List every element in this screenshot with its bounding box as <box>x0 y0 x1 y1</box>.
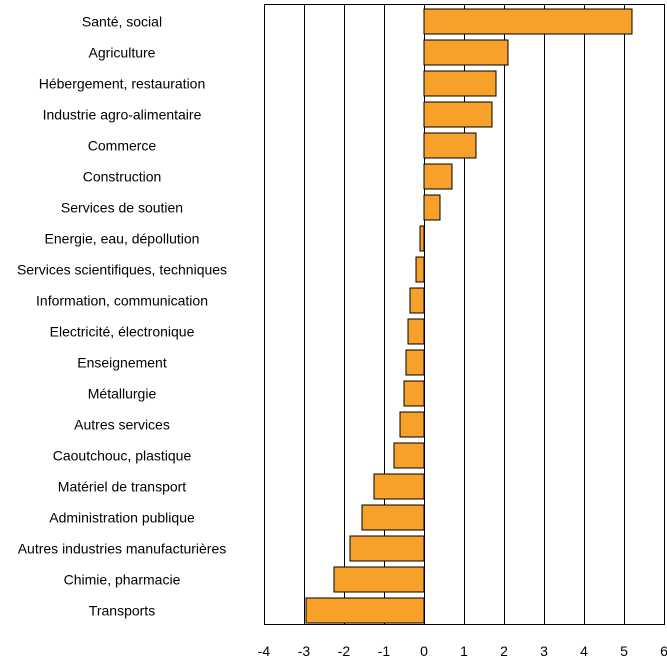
category-labels: Santé, social Agriculture Hébergement, res… <box>17 14 227 619</box>
bar-3 <box>423 101 493 128</box>
x-tick-labels: -4 -3 -2 -1 0 1 2 3 4 5 6 <box>258 643 667 659</box>
category-label: Administration publique <box>49 510 195 526</box>
category-label: Hébergement, restauration <box>39 76 206 92</box>
bars <box>305 8 633 624</box>
bar-11 <box>405 349 425 376</box>
bar-14 <box>393 442 425 469</box>
x-tick-label: -4 <box>258 643 271 659</box>
category-label: Santé, social <box>82 14 162 30</box>
x-tick-label: 4 <box>580 643 588 659</box>
category-label: Services scientifiques, techniques <box>17 262 227 278</box>
bar-13 <box>399 411 425 438</box>
bar-6 <box>423 194 441 221</box>
bar-16 <box>361 504 425 531</box>
bar-17 <box>349 535 425 562</box>
bar-8 <box>415 256 425 283</box>
bar-4 <box>423 132 477 159</box>
x-tick-label: 0 <box>420 643 428 659</box>
bar-5 <box>423 163 453 190</box>
bar-2 <box>423 70 497 97</box>
category-label: Autres industries manufacturières <box>18 541 227 557</box>
grid-lines <box>264 4 665 625</box>
category-label: Industrie agro-alimentaire <box>43 107 202 123</box>
category-label: Transports <box>89 603 155 619</box>
bar-9 <box>409 287 425 314</box>
category-label: Services de soutien <box>61 200 183 216</box>
bar-7 <box>419 225 425 252</box>
bar-18 <box>333 566 425 593</box>
bar-1 <box>423 39 509 66</box>
category-label: Electricité, électronique <box>50 324 195 340</box>
x-tick-label: 3 <box>540 643 548 659</box>
x-tick-label: -1 <box>378 643 391 659</box>
x-tick-label: 2 <box>500 643 508 659</box>
bar-19 <box>305 597 425 624</box>
category-label: Caoutchouc, plastique <box>53 448 192 464</box>
category-label: Chimie, pharmacie <box>64 572 181 588</box>
category-label: Information, communication <box>36 293 208 309</box>
category-label: Métallurgie <box>88 386 157 402</box>
x-tick-label: -3 <box>298 643 311 659</box>
bar-12 <box>403 380 425 407</box>
category-label: Commerce <box>88 138 157 154</box>
bar-10 <box>407 318 425 345</box>
x-tick-label: 1 <box>460 643 468 659</box>
bar-0 <box>423 8 633 35</box>
x-tick-label: 5 <box>620 643 628 659</box>
category-label: Agriculture <box>89 45 156 61</box>
bar-15 <box>373 473 425 500</box>
category-label: Energie, eau, dépollution <box>45 231 200 247</box>
category-label: Matériel de transport <box>58 479 187 495</box>
x-tick-label: 6 <box>660 643 667 659</box>
category-label: Autres services <box>74 417 170 433</box>
category-label: Enseignement <box>77 355 167 371</box>
x-tick-label: -2 <box>338 643 351 659</box>
category-label: Construction <box>83 169 162 185</box>
